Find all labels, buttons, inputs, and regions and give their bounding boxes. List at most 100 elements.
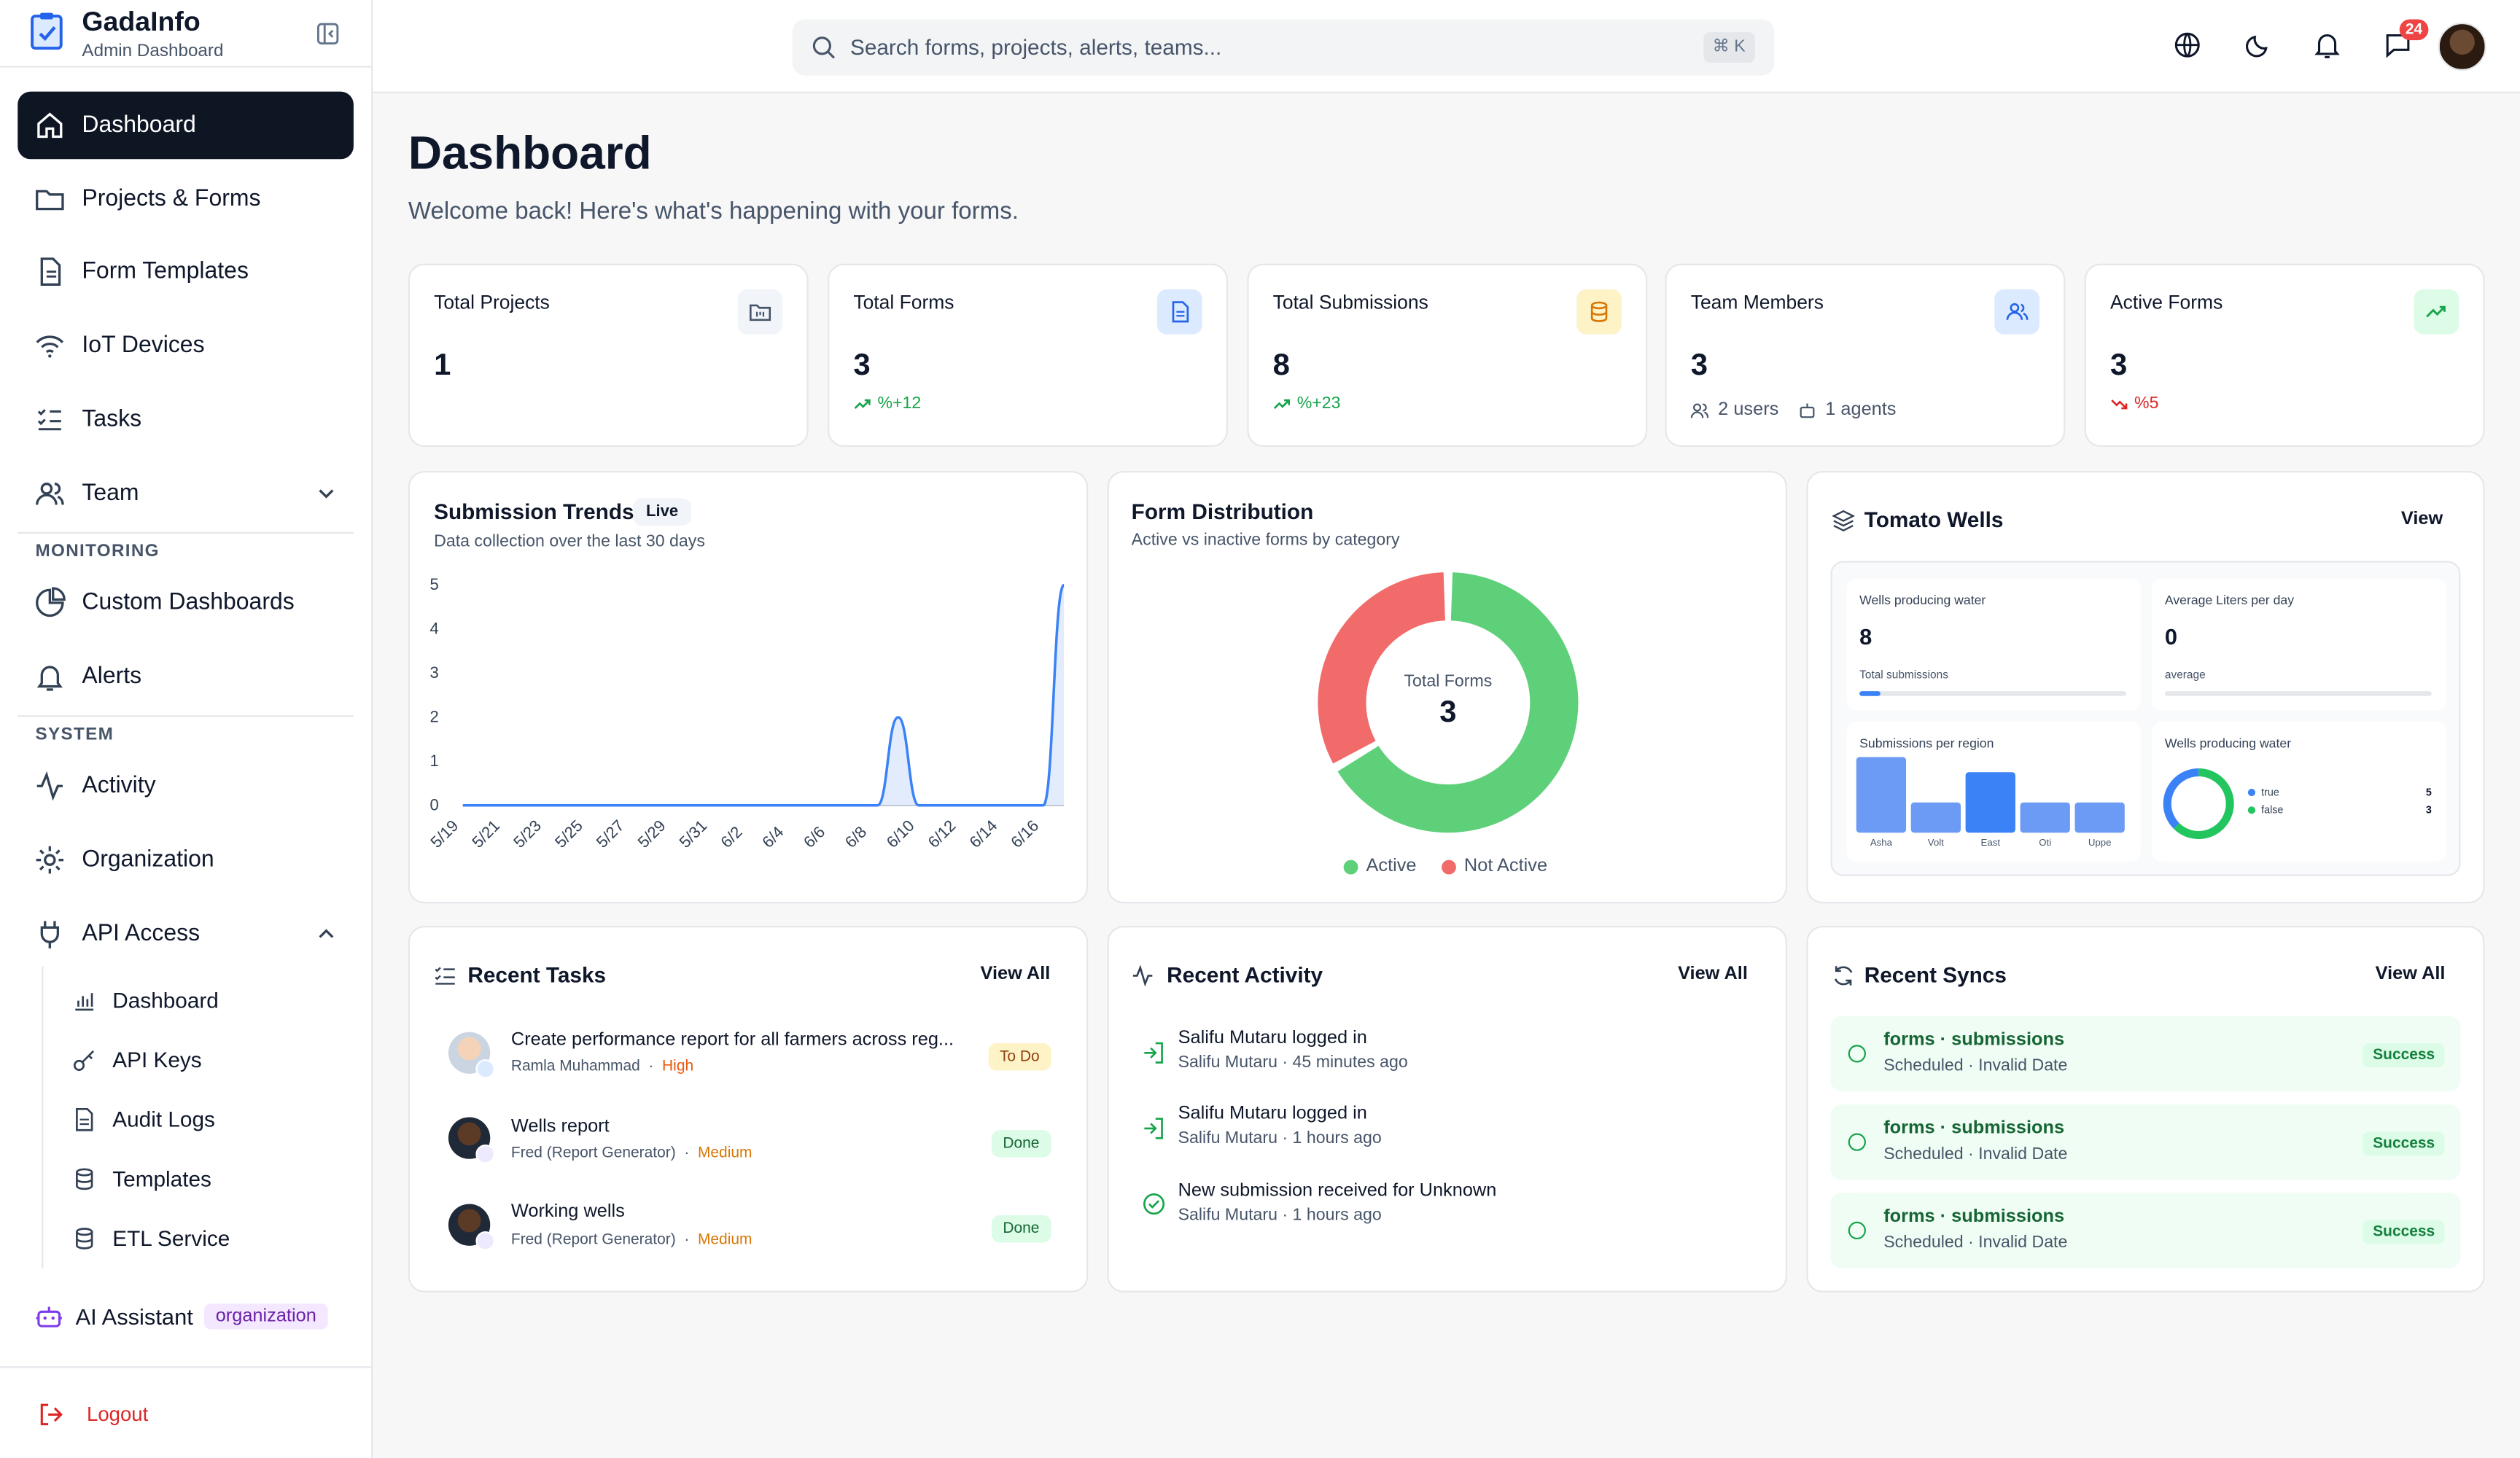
activity-title: Salifu Mutaru logged in <box>1178 1104 1367 1124</box>
stat-card-total-projects[interactable]: Total Projects 1 <box>408 263 809 447</box>
sidebar-item-projects-forms[interactable]: Projects & Forms <box>18 165 354 233</box>
tomato-wells-view-link[interactable]: View <box>2400 509 2443 529</box>
x-tick-label: 6/10 <box>883 816 918 851</box>
recent-tasks-card: Recent Tasks View All Create performance… <box>408 926 1089 1293</box>
folder-kanban-icon <box>737 289 783 335</box>
region-bar <box>1910 802 1961 833</box>
stat-title: Total Projects <box>434 291 550 313</box>
sidebar-item-label: Activity <box>82 773 156 799</box>
search-bar[interactable]: ⌘ K <box>792 19 1775 76</box>
view-all-syncs-link[interactable]: View All <box>2375 964 2446 984</box>
ai-assistant-link[interactable]: AI Assistant organization <box>35 1299 328 1335</box>
sync-item[interactable]: forms · submissions Scheduled · Invalid … <box>1830 1104 2461 1180</box>
stat-trend: %+23 <box>1273 394 1341 413</box>
users-icon <box>36 483 64 505</box>
x-tick-label: 6/12 <box>925 816 960 851</box>
card-title: Recent Syncs <box>1864 962 2007 987</box>
sidebar-item-dashboard[interactable]: Dashboard <box>18 91 354 160</box>
sidebar-item-label: Tasks <box>82 406 142 433</box>
users-icon <box>1690 402 1708 418</box>
view-all-tasks-link[interactable]: View All <box>980 964 1051 984</box>
activity-meta: Salifu Mutaru · 1 hours ago <box>1178 1205 1382 1225</box>
task-title: Wells report <box>510 1117 610 1137</box>
stat-value: 1 <box>434 348 451 383</box>
wifi-icon <box>36 335 64 358</box>
stat-card-total-submissions[interactable]: Total Submissions 8 %+23 <box>1247 263 1648 447</box>
sidebar-item-label: IoT Devices <box>82 332 205 359</box>
notification-bell-icon[interactable] <box>2313 31 2342 60</box>
avatar <box>448 1032 495 1079</box>
legend-swatch <box>1442 859 1456 874</box>
stat-title: Active Forms <box>2109 291 2223 313</box>
sidebar-subitem-api-keys[interactable]: API Keys <box>58 1035 347 1083</box>
sidebar-item-custom-dashboards[interactable]: Custom Dashboards <box>18 569 354 637</box>
clipboard-check-icon <box>31 12 63 50</box>
stat-card-total-forms[interactable]: Total Forms 3 %+12 <box>828 263 1228 447</box>
moon-icon[interactable] <box>2244 31 2273 60</box>
sidebar-item-iot-devices[interactable]: IoT Devices <box>18 312 354 380</box>
sidebar-item-alerts[interactable]: Alerts <box>18 643 354 711</box>
y-tick-label: 3 <box>429 663 438 682</box>
sidebar-item-api-access[interactable]: API Access <box>18 900 354 968</box>
database-icon <box>1576 289 1622 335</box>
search-input[interactable] <box>849 19 1654 76</box>
chevron-up-icon[interactable] <box>315 923 338 946</box>
file-text-icon <box>40 257 61 286</box>
donut-slice-true <box>2173 768 2234 840</box>
metric-title: Average Liters per day <box>2164 593 2295 608</box>
sidebar-item-label: Dashboard <box>82 112 196 139</box>
login-icon <box>1144 1118 1163 1139</box>
activity-meta: Salifu Mutaru · 45 minutes ago <box>1178 1053 1408 1072</box>
sidebar-item-team[interactable]: Team <box>18 460 354 528</box>
trending-up-icon <box>2414 289 2459 335</box>
sync-item[interactable]: forms · submissions Scheduled · Invalid … <box>1830 1193 2461 1268</box>
divider <box>18 531 354 534</box>
stat-card-team-members[interactable]: Team Members 3 2 users 1 agents <box>1665 263 2066 447</box>
submissions-per-region-chart: Submissions per region Asha Volt East Oti Up… <box>1846 722 2141 862</box>
activity-title: New submission received for Unknown <box>1178 1181 1497 1201</box>
sidebar-item-tasks[interactable]: Tasks <box>18 386 354 453</box>
layers-icon <box>1832 510 1855 532</box>
sync-item[interactable]: forms · submissions Scheduled · Invalid … <box>1830 1015 2461 1092</box>
sidebar-subitem-etl-service[interactable]: ETL Service <box>58 1214 347 1262</box>
avatar <box>448 1117 495 1164</box>
globe-icon[interactable] <box>2173 31 2202 60</box>
task-status: Done <box>991 1215 1051 1243</box>
legend-swatch <box>2247 788 2256 797</box>
list-checks-icon <box>435 967 455 985</box>
x-tick-label: 5/27 <box>593 816 628 851</box>
donut-center-label: Total Forms <box>1404 671 1493 692</box>
legend-value: 3 <box>2426 805 2432 816</box>
sidebar-subitem-audit-logs[interactable]: Audit Logs <box>58 1095 347 1143</box>
region-bar <box>1965 772 2015 833</box>
sidebar-subitem-templates[interactable]: Templates <box>58 1154 347 1202</box>
task-priority: Medium <box>697 1144 752 1163</box>
brand-name: GadaInfo <box>82 6 201 37</box>
stat-trend-value: %5 <box>2134 394 2159 413</box>
task-priority: Medium <box>697 1231 752 1250</box>
x-tick-label: 6/2 <box>717 822 745 851</box>
user-avatar[interactable] <box>2438 22 2486 71</box>
sync-title: forms · submissions <box>1883 1118 2065 1139</box>
water-donut-chart: true 5 false 3 <box>2163 768 2432 840</box>
sidebar-collapse-icon[interactable] <box>315 21 341 47</box>
ai-assistant-badge: organization <box>204 1303 328 1330</box>
section-title-monitoring: MONITORING <box>35 542 160 561</box>
stat-card-active-forms[interactable]: Active Forms 3 %5 <box>2084 263 2485 447</box>
logout-icon <box>40 1403 63 1426</box>
trend-line <box>462 583 1065 807</box>
x-tick-label: 5/31 <box>675 816 710 851</box>
sidebar-subitem-api-dashboard[interactable]: Dashboard <box>58 975 347 1024</box>
sidebar-item-organization[interactable]: Organization <box>18 826 354 894</box>
tomato-wells-card: Tomato Wells View Wells producing water … <box>1806 471 2485 904</box>
sidebar-item-label: API Access <box>82 921 201 947</box>
logout-button[interactable]: Logout <box>0 1366 373 1458</box>
trend-area <box>462 585 1065 806</box>
sidebar-item-form-templates[interactable]: Form Templates <box>18 238 354 305</box>
view-all-activity-link[interactable]: View All <box>1678 964 1748 984</box>
sidebar-item-activity[interactable]: Activity <box>18 752 354 820</box>
chevron-down-icon[interactable] <box>315 483 338 505</box>
task-priority: High <box>662 1057 694 1076</box>
x-tick-label: 6/8 <box>841 822 870 851</box>
document-icon <box>1156 289 1202 335</box>
